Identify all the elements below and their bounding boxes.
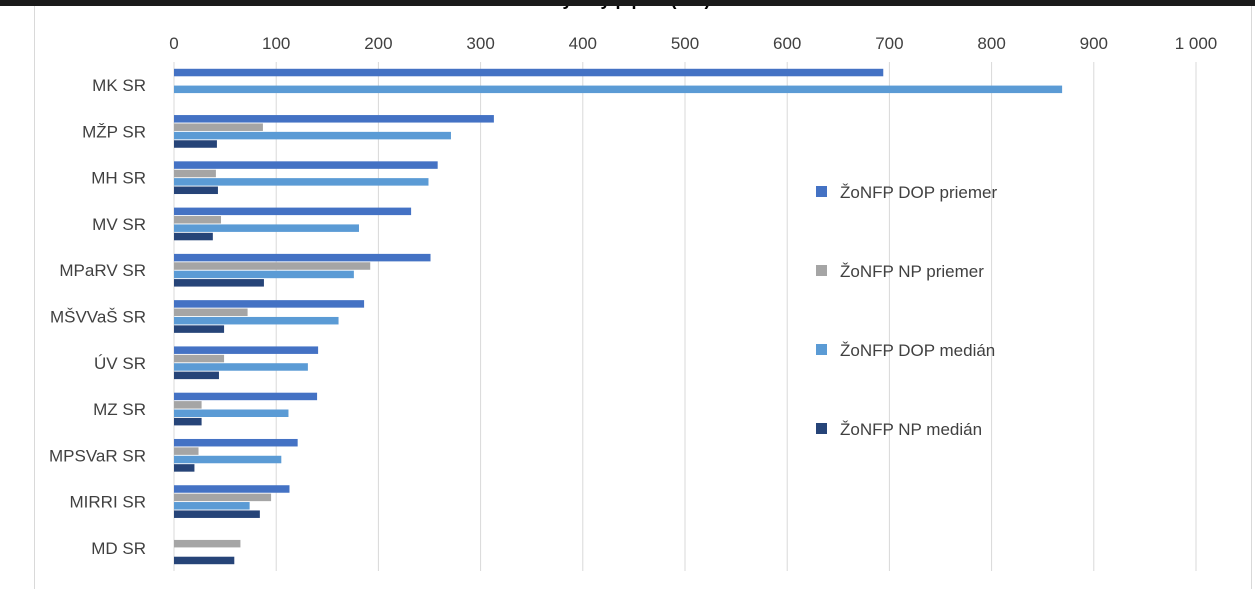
category-label: ÚV SR (94, 354, 146, 373)
top-rule (0, 0, 1255, 6)
legend-swatch (816, 265, 827, 276)
bar (174, 392, 318, 401)
bar (174, 346, 319, 354)
category-label: MK SR (92, 76, 146, 95)
bar (174, 140, 217, 148)
bar (174, 232, 213, 241)
x-tick-label: 300 (466, 34, 494, 53)
bar (174, 409, 289, 417)
bar (174, 169, 216, 178)
category-label: MZ SR (93, 400, 146, 419)
bar (174, 68, 884, 77)
x-tick-label: 200 (364, 34, 392, 53)
bar (174, 186, 218, 195)
x-tick-label: 600 (773, 34, 801, 53)
x-tick-label: 900 (1080, 34, 1108, 53)
category-label: MŽP SR (82, 122, 146, 141)
bar (174, 253, 431, 262)
bar (174, 279, 264, 287)
bar (174, 316, 339, 325)
bar (174, 207, 412, 216)
bar (174, 485, 290, 493)
bar (174, 401, 202, 409)
x-tick-label: 1 000 (1175, 34, 1218, 53)
category-label: MV SR (92, 215, 146, 234)
legend-label: ŽoNFP DOP priemer (840, 183, 997, 202)
bar (174, 115, 494, 123)
legend-label: ŽoNFP NP priemer (840, 262, 984, 281)
category-label: MŠVVaŠ SR (50, 308, 146, 327)
x-tick-label: 500 (671, 34, 699, 53)
bar (174, 438, 298, 447)
x-tick-label: 400 (569, 34, 597, 53)
bar (174, 510, 260, 518)
category-label: MH SR (91, 169, 146, 188)
bar (174, 354, 225, 363)
x-tick-label: 800 (977, 34, 1005, 53)
category-label: MPaRV SR (59, 261, 146, 280)
bar (174, 417, 202, 426)
bar (174, 262, 371, 270)
legend-label: ŽoNFP DOP medián (840, 341, 995, 360)
bar (174, 270, 354, 279)
bar (174, 556, 235, 565)
category-label: MIRRI SR (70, 493, 147, 512)
bar (174, 308, 248, 317)
bar (174, 363, 308, 371)
category-label: MD SR (91, 539, 146, 558)
bar (174, 178, 429, 186)
bar (174, 224, 359, 232)
bar (174, 502, 250, 510)
bar (174, 539, 241, 548)
bar (174, 493, 272, 502)
x-tick-label: 0 (169, 34, 178, 53)
category-label: MPSVaR SR (49, 446, 146, 465)
x-tick-label: 700 (875, 34, 903, 53)
bar (174, 123, 263, 131)
bar (174, 325, 225, 333)
bar (174, 300, 365, 308)
bar (174, 85, 1063, 94)
x-tick-label: 100 (262, 34, 290, 53)
legend-swatch (816, 344, 827, 355)
bar (174, 371, 219, 380)
bar (174, 464, 195, 472)
legend-swatch (816, 423, 827, 434)
chart-frame (34, 6, 1252, 589)
bar (174, 216, 222, 224)
bar (174, 131, 451, 140)
bar (174, 455, 282, 464)
bar (174, 447, 199, 455)
legend-swatch (816, 186, 827, 197)
legend-label: ŽoNFP NP medián (840, 420, 982, 439)
bar (174, 161, 438, 169)
